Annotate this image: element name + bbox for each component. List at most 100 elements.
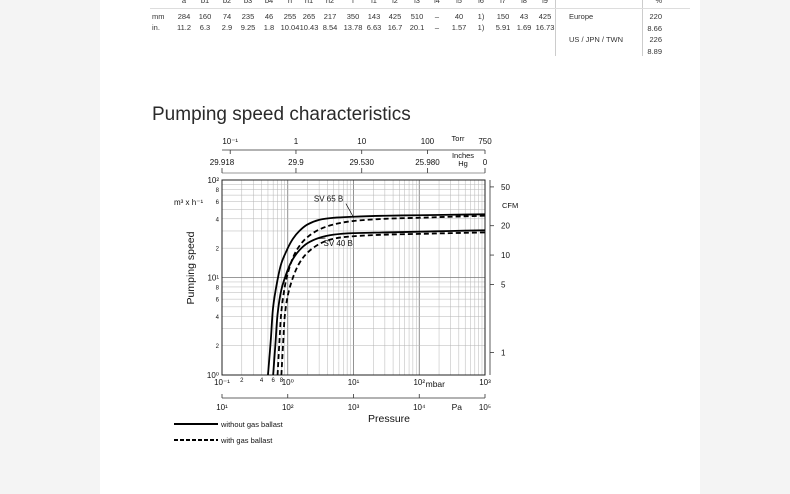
table-cell: – xyxy=(434,23,440,32)
table-cell: 16.7 xyxy=(387,23,403,32)
table-cell: 8.54 xyxy=(322,23,338,32)
table-divider xyxy=(642,0,643,56)
table-cell: 1.57 xyxy=(451,23,467,32)
table-cell: 425 xyxy=(538,12,552,21)
series-line-sv-65-b-dashed xyxy=(276,214,486,376)
table-header-cell: l6 xyxy=(478,0,484,5)
inhg-tick-label: 29.918 xyxy=(210,158,235,167)
table-cell: 350 xyxy=(346,12,360,21)
y-tick-label: 2 xyxy=(216,247,220,253)
table-cell: 43 xyxy=(519,12,529,21)
table-cell: 1.8 xyxy=(263,23,275,32)
cfm-tick-label: 5 xyxy=(501,280,506,289)
table-divider xyxy=(555,0,556,56)
inhg-tick-label: 29.9 xyxy=(288,158,304,167)
legend-label-dashed: with gas ballast xyxy=(220,436,273,445)
table-row-label: US / JPN / TWN xyxy=(569,35,624,44)
annotation-sv65b: SV 65 B xyxy=(314,195,343,204)
y-tick-label: 8 xyxy=(216,188,220,194)
table-cell: 13.78 xyxy=(343,23,363,32)
table-cell: 11.2 xyxy=(176,23,192,32)
y-tick-label: 2 xyxy=(216,344,220,350)
mbar-tick-label: 10² xyxy=(413,378,425,387)
table-row-unit: in. xyxy=(152,23,160,32)
y-axis-label: Pumping speed xyxy=(185,231,197,304)
y-tick-label: 10⁰ xyxy=(207,371,219,380)
table-header-cell: b4 xyxy=(264,0,274,5)
cfm-tick-label: 50 xyxy=(501,183,510,192)
y-tick-label: 6 xyxy=(216,298,220,304)
datasheet-page xyxy=(100,0,700,494)
pa-tick-label: 10¹ xyxy=(216,403,228,412)
inhg-tick-label: 29.530 xyxy=(349,158,374,167)
table-cell: 8.89 xyxy=(647,47,662,56)
x-axis-label: Pressure xyxy=(368,413,410,425)
table-row-unit: mm xyxy=(152,12,165,21)
mbar-tick-label: 10⁰ xyxy=(282,378,294,387)
torr-tick-label: 1 xyxy=(294,137,299,146)
table-header-cell: l5 xyxy=(456,0,462,5)
y-tick-label: 10² xyxy=(207,176,219,185)
mbar-unit-label: mbar xyxy=(426,379,446,389)
series-line-sv-40-b-solid xyxy=(272,229,486,376)
table-cell: 10.04 xyxy=(280,23,300,32)
series-line-sv-65-b-solid xyxy=(267,213,486,376)
page-title: Pumping speed characteristics xyxy=(152,104,411,125)
table-cell: 226 xyxy=(649,35,662,44)
table-row-label: Europe xyxy=(569,12,594,21)
table-cell: 235 xyxy=(241,12,255,21)
table-header-cell: l3 xyxy=(414,0,420,5)
mbar-tick-label: 6 xyxy=(271,378,275,384)
table-cell: 9.25 xyxy=(240,23,256,32)
inhg-unit-label: Hg xyxy=(458,159,468,168)
table-cell: 6.63 xyxy=(366,23,382,32)
table-cell: 1.69 xyxy=(516,23,532,32)
mbar-tick-label: 10⁻¹ xyxy=(214,378,230,387)
y-tick-label: 6 xyxy=(216,200,220,206)
torr-tick-label: 100 xyxy=(421,137,435,146)
table-header-cell: l8 xyxy=(521,0,527,5)
table-cell: 160 xyxy=(198,12,212,21)
table-header-cell: h xyxy=(287,0,293,5)
table-header-cell: b1 xyxy=(200,0,210,5)
pa-tick-label: 10⁵ xyxy=(479,403,491,412)
table-cell: 10.43 xyxy=(299,23,319,32)
table-cell: 6.3 xyxy=(199,23,211,32)
legend-label-solid: without gas ballast xyxy=(220,420,284,429)
annotation-sv40b: SV 40 B xyxy=(324,239,353,248)
inhg-tick-label: 25.980 xyxy=(415,158,440,167)
mbar-tick-label: 2 xyxy=(240,378,244,384)
series-line-sv-40-b-dashed xyxy=(280,231,486,376)
pa-tick-label: 10³ xyxy=(348,403,360,412)
torr-tick-label: 10 xyxy=(357,137,366,146)
table-cell: 2.9 xyxy=(221,23,233,32)
torr-unit-label: Torr xyxy=(452,134,465,143)
table-cell: 284 xyxy=(177,12,191,21)
table-cell: 8.66 xyxy=(647,24,662,33)
table-cell: 40 xyxy=(454,12,464,21)
table-header-cell: l1 xyxy=(371,0,377,5)
plot-frame xyxy=(221,179,486,376)
table-header-cell: b3 xyxy=(243,0,253,5)
table-cell: 255 xyxy=(283,12,297,21)
table-cell: 150 xyxy=(496,12,510,21)
cfm-tick-label: 20 xyxy=(501,222,510,231)
y-tick-label: 4 xyxy=(216,217,220,223)
pa-tick-label: 10⁴ xyxy=(413,403,426,412)
table-cell: 1) xyxy=(477,23,485,32)
annotation-leader xyxy=(317,237,326,240)
table-cell: 5.91 xyxy=(495,23,511,32)
inhg-unit-label: Inches xyxy=(452,151,474,160)
table-cell: 265 xyxy=(302,12,316,21)
table-header-cell: h2 xyxy=(325,0,335,5)
table-cell: 510 xyxy=(410,12,424,21)
table-header-cell: l4 xyxy=(434,0,440,5)
table-cell: 20.1 xyxy=(409,23,425,32)
y-tick-label: 4 xyxy=(216,315,220,321)
inhg-tick-label: 0 xyxy=(483,158,488,167)
table-cell: 143 xyxy=(367,12,381,21)
table-cell: – xyxy=(434,12,440,21)
table-header-cell: l2 xyxy=(392,0,398,5)
table-header-cell: b2 xyxy=(222,0,232,5)
table-cell: 220 xyxy=(649,12,662,21)
